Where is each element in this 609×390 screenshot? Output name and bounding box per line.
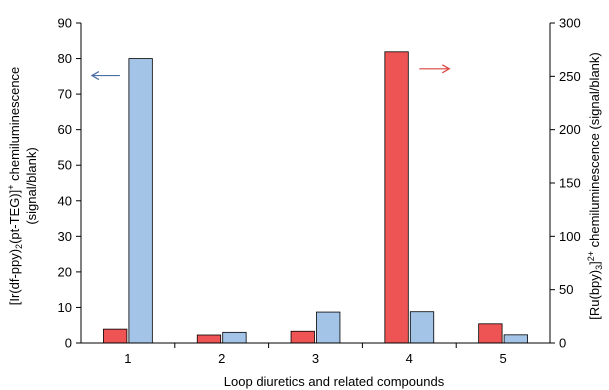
right-tick-label: 250 — [559, 69, 581, 84]
axis-arrow-head — [90, 71, 100, 81]
left-tick-label: 20 — [58, 264, 72, 279]
right-tick-label: 200 — [559, 122, 581, 137]
left-tick-label: 30 — [58, 229, 72, 244]
category-labels: 1 2 3 4 5 — [124, 351, 506, 366]
bar-left-2 — [222, 331, 247, 344]
category-label: 4 — [406, 351, 413, 366]
bar-left-5 — [503, 334, 528, 344]
bar-left-3 — [316, 311, 341, 344]
axes — [80, 23, 551, 348]
left-axis-title-line2: (signal/blank) — [24, 147, 39, 224]
bar-left-1 — [128, 58, 153, 344]
axis-arrow-head — [442, 64, 451, 74]
bar-left-4 — [409, 311, 435, 344]
right-tick-label: 150 — [559, 176, 581, 191]
bar-right-5 — [478, 323, 503, 344]
right-tick-label: 50 — [559, 282, 573, 297]
right-tick-label: 0 — [559, 336, 566, 351]
left-tick-label: 90 — [58, 16, 72, 31]
series-arrows — [90, 64, 451, 81]
x-axis-title: Loop diuretics and related compounds — [224, 374, 445, 389]
category-label: 5 — [499, 351, 506, 366]
bar-right-4 — [384, 51, 409, 344]
category-label: 2 — [218, 351, 225, 366]
bar-right-1 — [103, 328, 128, 344]
right-tick-label: 300 — [559, 16, 581, 31]
left-tick-label: 70 — [58, 87, 72, 102]
right-axis-title: [Ru(bpy)3]2+ chemiluminescence (signal/b… — [586, 52, 604, 319]
bar-right-2 — [196, 334, 222, 344]
left-tick-label: 0 — [65, 336, 72, 351]
left-tick-label: 60 — [58, 122, 72, 137]
left-tick-label: 40 — [58, 193, 72, 208]
bars — [103, 51, 528, 344]
category-label: 3 — [312, 351, 319, 366]
left-tick-label: 10 — [58, 300, 72, 315]
right-tick-label: 100 — [559, 229, 581, 244]
left-tick-label: 50 — [58, 158, 72, 173]
right-axis-ticks: 0 50 100 150 200 250 300 — [550, 16, 581, 351]
left-axis-ticks: 0 10 20 30 40 50 60 70 80 90 — [58, 16, 81, 351]
left-axis-title: [Ir(df-ppy)2(pt-TEG)]+ chemiluminescence — [6, 67, 24, 306]
left-tick-label: 80 — [58, 51, 72, 66]
category-label: 1 — [124, 351, 131, 366]
bar-right-3 — [290, 330, 315, 344]
